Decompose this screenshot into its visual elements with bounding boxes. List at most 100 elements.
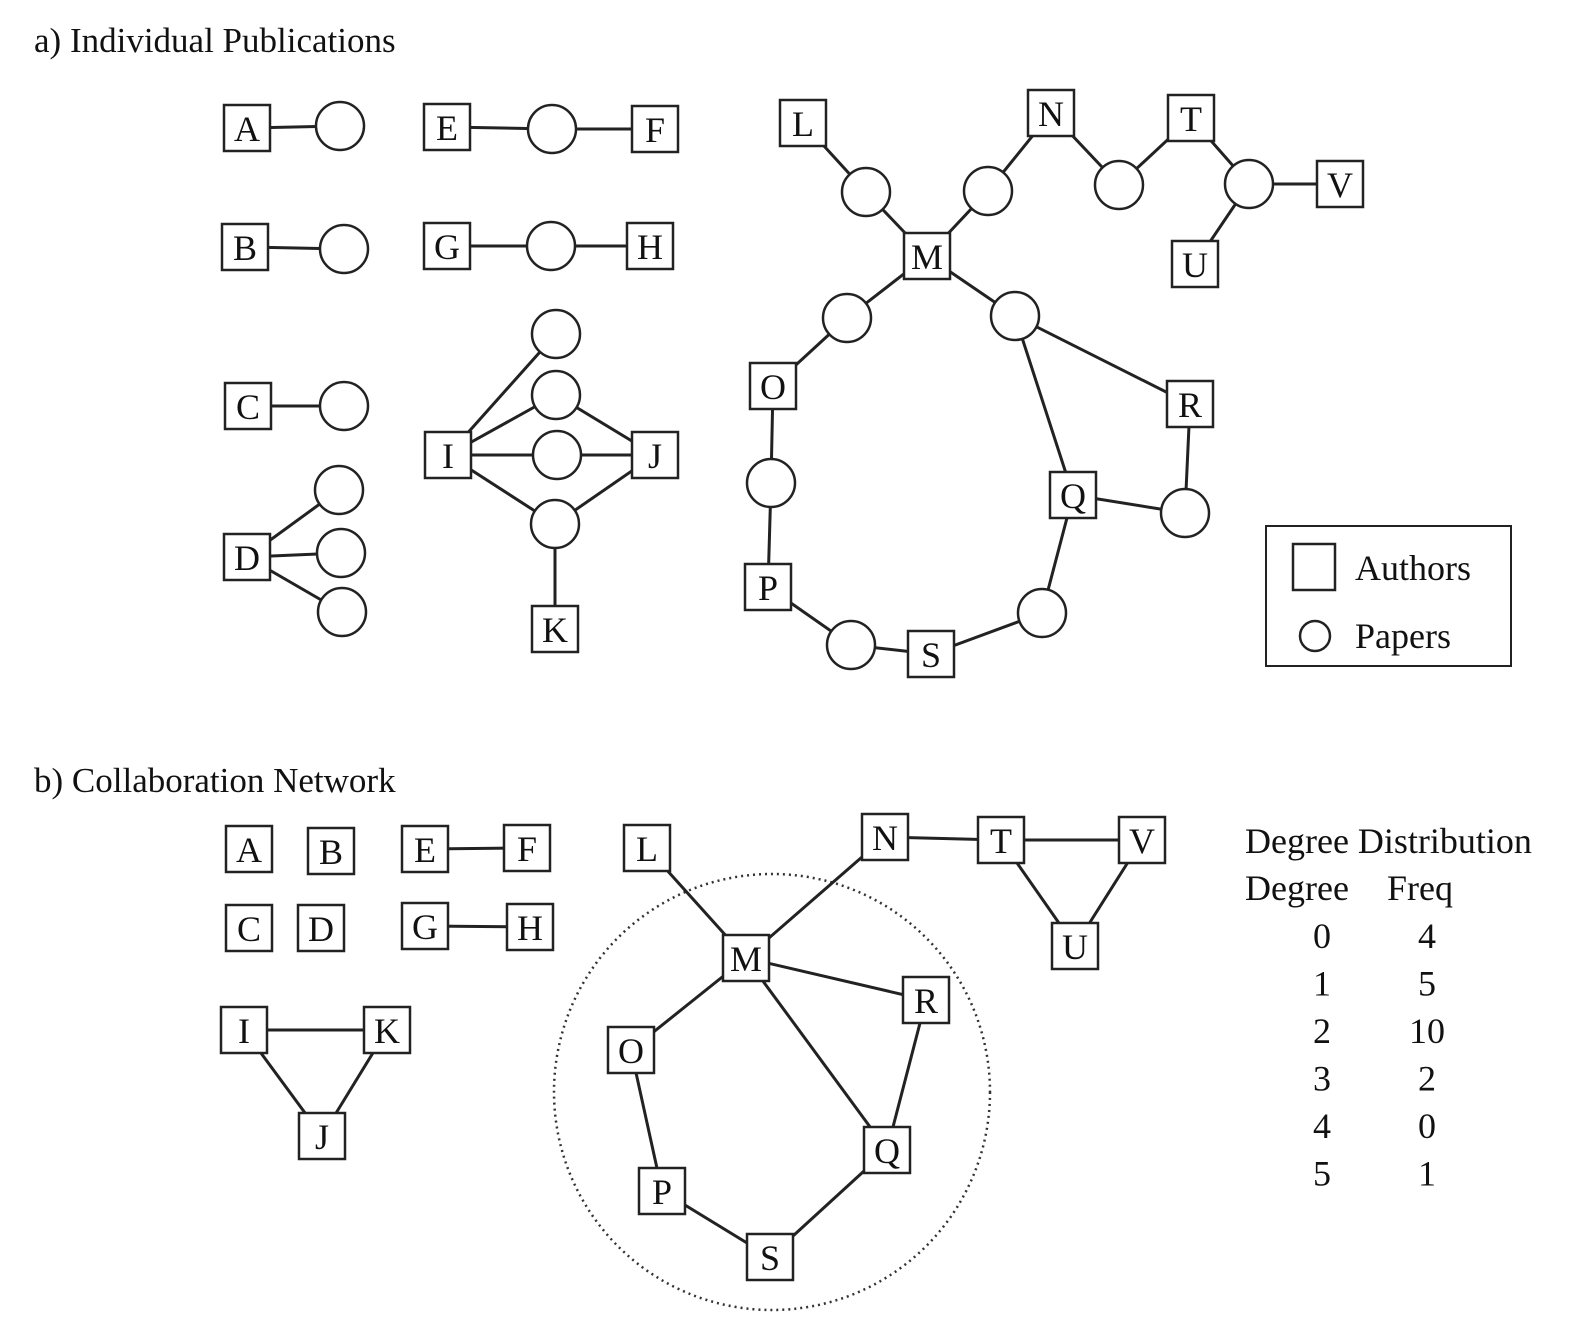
legend-author-square-icon bbox=[1291, 542, 1337, 592]
panel-a-author-node-D bbox=[222, 532, 272, 582]
panel-a-author-node-B bbox=[220, 222, 270, 272]
panel-a-author-label-V: V bbox=[1327, 165, 1353, 205]
panel-a-author-node-M bbox=[902, 231, 952, 281]
panel-a-author-node-Q bbox=[1048, 470, 1098, 520]
panel-a-author-node-E bbox=[422, 102, 472, 152]
panel-a-author-node-C bbox=[223, 381, 273, 431]
panel-b-author-node-N bbox=[860, 812, 910, 862]
panel-b-author-label-E: E bbox=[414, 830, 436, 870]
degree-table-freq-cell: 2 bbox=[1418, 1059, 1436, 1099]
panel-b-title: b) Collaboration Network bbox=[34, 761, 396, 800]
panel-b-author-label-A: A bbox=[236, 830, 262, 870]
panel-b-author-label-Q: Q bbox=[874, 1131, 900, 1171]
legend-paper-circle-icon bbox=[1298, 619, 1332, 653]
panel-a-author-label-D: D bbox=[234, 538, 260, 578]
panel-a-paper-node bbox=[989, 290, 1041, 342]
panel-b-author-label-H: H bbox=[517, 908, 543, 948]
panel-a-author-node-J bbox=[630, 430, 680, 480]
panel-a-author-label-Q: Q bbox=[1060, 476, 1086, 516]
panel-a-author-node-P bbox=[743, 562, 793, 612]
degree-table-freq-cell: 5 bbox=[1418, 964, 1436, 1004]
panel-a-author-label-C: C bbox=[236, 387, 260, 427]
panel-b-author-label-K: K bbox=[374, 1011, 400, 1051]
panel-a-author-node-G bbox=[422, 221, 472, 271]
panel-a-paper-node bbox=[529, 498, 581, 550]
panel-b-author-node-T bbox=[976, 815, 1026, 865]
panel-a-paper-node bbox=[318, 223, 370, 275]
panel-a-author-node-A bbox=[222, 103, 272, 153]
panel-b-author-node-B bbox=[306, 826, 356, 876]
degree-table-freq-cell: 10 bbox=[1409, 1011, 1445, 1051]
panel-a-paper-node bbox=[825, 619, 877, 671]
panel-b-author-node-Q bbox=[862, 1125, 912, 1175]
panel-a-paper-node bbox=[1093, 159, 1145, 211]
panel-a-author-label-U: U bbox=[1182, 245, 1208, 285]
panel-b-author-node-E bbox=[400, 824, 450, 874]
panel-b-author-node-I bbox=[219, 1005, 269, 1055]
panel-a-paper-node bbox=[530, 308, 582, 360]
panel-b-author-node-S bbox=[745, 1232, 795, 1282]
panel-a-paper-node bbox=[315, 527, 367, 579]
panel-b-edge-M-R bbox=[745, 956, 927, 1002]
panel-a-paper-node bbox=[840, 166, 892, 218]
panel-a-paper-node bbox=[525, 220, 577, 272]
panel-b-author-label-R: R bbox=[914, 981, 938, 1021]
degree-table-degree-cell: 3 bbox=[1313, 1059, 1331, 1099]
panel-a-paper-node bbox=[526, 103, 578, 155]
panel-b-author-label-N: N bbox=[872, 818, 898, 858]
panel-a-author-label-E: E bbox=[436, 108, 458, 148]
panel-a-title: a) Individual Publications bbox=[34, 21, 396, 60]
panel-a-author-node-S bbox=[906, 629, 956, 679]
panel-b-author-node-O bbox=[606, 1025, 656, 1075]
panel-b-author-label-U: U bbox=[1062, 927, 1088, 967]
panel-a-paper-node bbox=[962, 165, 1014, 217]
panel-a-paper-node bbox=[316, 586, 368, 638]
panel-a-network: A B C D E F G H I J K L M N O P Q R S T U V bbox=[220, 88, 1365, 679]
panel-a-author-label-M: M bbox=[911, 237, 943, 277]
panel-b-author-label-O: O bbox=[618, 1031, 644, 1071]
panel-a-author-label-B: B bbox=[233, 228, 257, 268]
degree-table-degree-cell: 1 bbox=[1313, 964, 1331, 1004]
panel-b-author-node-U bbox=[1050, 921, 1100, 971]
panel-b-author-node-A bbox=[224, 824, 274, 874]
panel-b-author-label-L: L bbox=[636, 829, 658, 869]
panel-a-author-node-H bbox=[625, 221, 675, 271]
degree-distribution-table: Degree Distribution Degree Freq 0 41 52 103… bbox=[1245, 821, 1532, 1194]
panel-a-author-node-N bbox=[1026, 88, 1076, 138]
panel-a-author-node-L bbox=[778, 98, 828, 148]
panel-a-author-label-G: G bbox=[434, 227, 460, 267]
freq-column-header: Freq bbox=[1387, 868, 1453, 908]
panel-a-paper-node bbox=[313, 464, 365, 516]
panel-b-edge-R-Q bbox=[885, 999, 928, 1151]
panel-a-author-node-I bbox=[423, 430, 473, 480]
panel-a-author-label-F: F bbox=[645, 110, 665, 150]
degree-table-freq-cell: 4 bbox=[1418, 916, 1436, 956]
legend-papers-label: Papers bbox=[1355, 616, 1451, 656]
panel-a-author-label-S: S bbox=[921, 635, 941, 675]
panel-b-author-node-K bbox=[362, 1005, 412, 1055]
panel-a-author-label-I: I bbox=[442, 436, 454, 476]
panel-a-author-label-T: T bbox=[1180, 99, 1202, 139]
panel-b-network: A B C D E F G H I J K L M N O P Q R S T U V bbox=[219, 812, 1167, 1312]
panel-a-paper-node bbox=[314, 100, 366, 152]
panel-b-author-label-J: J bbox=[315, 1117, 329, 1157]
panel-b-author-label-M: M bbox=[730, 939, 762, 979]
panel-b-author-label-D: D bbox=[308, 909, 334, 949]
panel-a-paper-node bbox=[1016, 587, 1068, 639]
panel-a-author-node-O bbox=[748, 361, 798, 411]
panel-b-author-label-P: P bbox=[652, 1172, 672, 1212]
panel-b-edge-M-Q bbox=[744, 957, 889, 1151]
panel-a-author-node-K bbox=[530, 604, 580, 654]
panel-b-author-node-H bbox=[505, 902, 555, 952]
panel-a-author-label-J: J bbox=[648, 436, 662, 476]
panel-b-author-label-V: V bbox=[1129, 821, 1155, 861]
panel-b-author-label-B: B bbox=[319, 832, 343, 872]
panel-a-author-node-T bbox=[1166, 93, 1216, 143]
degree-table-title: Degree Distribution bbox=[1245, 821, 1532, 861]
panel-a-author-label-A: A bbox=[234, 109, 260, 149]
degree-table-degree-cell: 2 bbox=[1313, 1011, 1331, 1051]
degree-table-degree-cell: 4 bbox=[1313, 1106, 1331, 1146]
panel-a-paper-node bbox=[745, 457, 797, 509]
degree-column-header: Degree bbox=[1245, 868, 1349, 908]
